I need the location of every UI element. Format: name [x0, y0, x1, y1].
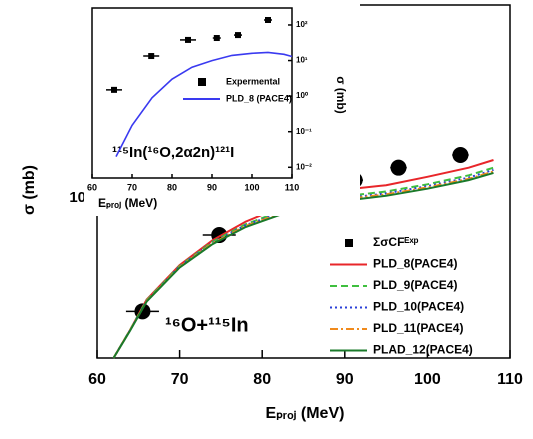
y-tick-label: 10⁻² — [296, 162, 312, 171]
x-tick-label: 110 — [497, 371, 523, 388]
legend-label: ΣσCFᴱˣᵖ — [373, 235, 419, 249]
y-tick-label: 10⁰ — [296, 91, 309, 100]
data-point — [390, 159, 407, 176]
x-tick-label: 90 — [336, 371, 354, 388]
y-tick-label: 10² — [296, 20, 308, 29]
x-axis-label: Eₚᵣₒⱼ (MeV) — [98, 196, 157, 210]
y-tick-label: 10¹ — [296, 56, 308, 65]
annotation: ¹¹⁵In(¹⁶O,2α2n)¹²¹I — [112, 144, 234, 161]
legend-label: PLD_11(PACE4) — [373, 321, 463, 335]
legend-label: PLD_10(PACE4) — [373, 300, 464, 314]
x-tick-label: 80 — [253, 371, 271, 388]
legend-label: Expermental — [226, 76, 280, 86]
x-axis-label: Eₚᵣₒⱼ (MeV) — [266, 405, 345, 422]
data-point — [111, 86, 117, 93]
legend-marker — [345, 239, 353, 247]
data-point — [213, 35, 220, 42]
data-point — [148, 53, 155, 60]
data-point — [185, 36, 191, 43]
y-axis-label: σ (mb) — [334, 76, 348, 114]
legend-label: PLD_8(PACE4) — [373, 257, 457, 271]
plot-frame — [91, 7, 293, 179]
data-point — [235, 32, 241, 39]
x-tick-label: 90 — [207, 182, 217, 192]
inset-background — [84, 2, 360, 216]
data-point — [452, 147, 469, 164]
x-tick-label: 80 — [167, 182, 177, 192]
x-tick-label: 60 — [87, 182, 97, 192]
x-tick-label: 110 — [285, 182, 300, 192]
x-tick-label: 100 — [414, 371, 441, 388]
curve — [115, 51, 293, 157]
legend-marker — [198, 78, 206, 86]
x-tick-label: 100 — [244, 182, 259, 192]
x-tick-label: 60 — [88, 371, 106, 388]
legend-label: PLD_9(PACE4) — [373, 278, 457, 292]
data-point — [265, 16, 271, 23]
y-tick-label: 10⁻¹ — [296, 127, 312, 136]
x-tick-label: 70 — [127, 182, 137, 192]
annotation: ¹⁶O+¹¹⁵In — [165, 314, 249, 336]
x-tick-label: 70 — [171, 371, 189, 388]
legend-label: PLD_8 (PACE4) — [226, 93, 292, 103]
legend-label: PLAD_12(PACE4) — [373, 343, 473, 357]
y-axis-label: σ (mb) — [21, 165, 38, 215]
